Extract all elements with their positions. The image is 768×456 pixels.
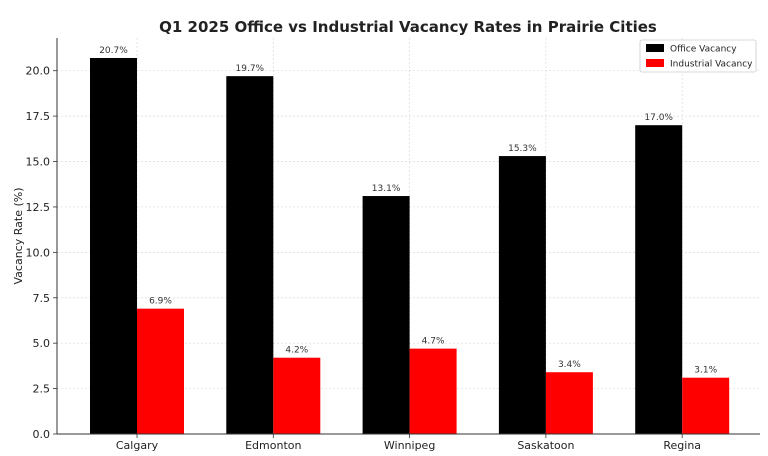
data-label: 3.4% bbox=[558, 360, 581, 370]
data-label: 13.1% bbox=[372, 184, 401, 194]
legend-swatch-industrial bbox=[646, 59, 664, 67]
data-label: 4.7% bbox=[422, 337, 445, 347]
x-tick-label: Winnipeg bbox=[384, 439, 435, 452]
y-tick-label: 5.0 bbox=[33, 337, 51, 350]
bar-industrial bbox=[545, 372, 593, 434]
bar-industrial bbox=[409, 348, 457, 434]
bar-industrial bbox=[682, 377, 730, 434]
y-tick-label: 17.5 bbox=[26, 110, 51, 123]
chart-title: Q1 2025 Office vs Industrial Vacancy Rat… bbox=[159, 18, 657, 36]
bars: 20.7% 19.7% 13.1% 15.3% 17.0% 6.9% 4.2% 4.7% 3.4… bbox=[90, 46, 730, 434]
y-tick-label: 0.0 bbox=[33, 428, 51, 441]
data-label: 3.1% bbox=[694, 366, 717, 376]
x-tick-label: Regina bbox=[663, 439, 701, 452]
x-tick-label: Calgary bbox=[116, 439, 159, 452]
y-tick-label: 15.0 bbox=[26, 156, 51, 169]
y-tick-label: 20.0 bbox=[26, 65, 51, 78]
data-label: 20.7% bbox=[99, 46, 128, 56]
x-tick-label: Saskatoon bbox=[517, 439, 574, 452]
legend: Office Vacancy Industrial Vacancy bbox=[639, 39, 757, 73]
y-tick-label: 12.5 bbox=[26, 201, 51, 214]
axes: 0.0 2.5 5.0 7.5 10.0 12.5 15.0 17.5 20.0 Calgary E… bbox=[26, 38, 760, 452]
bar-office bbox=[635, 125, 683, 434]
y-tick-label: 7.5 bbox=[33, 292, 51, 305]
data-label: 6.9% bbox=[149, 297, 172, 307]
y-tick-label: 2.5 bbox=[33, 383, 51, 396]
bar-industrial bbox=[137, 308, 184, 434]
bar-industrial bbox=[273, 357, 321, 434]
bar-office bbox=[362, 196, 410, 434]
data-label: 17.0% bbox=[644, 113, 673, 123]
data-label: 19.7% bbox=[236, 64, 265, 74]
y-tick-label: 10.0 bbox=[26, 246, 51, 259]
bar-office bbox=[226, 76, 274, 434]
data-label: 4.2% bbox=[285, 346, 308, 356]
bar-office bbox=[90, 57, 137, 434]
legend-label-office: Office Vacancy bbox=[670, 45, 737, 55]
legend-swatch-office bbox=[646, 44, 664, 52]
data-label: 15.3% bbox=[508, 144, 537, 154]
legend-box bbox=[639, 39, 757, 73]
legend-label-industrial: Industrial Vacancy bbox=[670, 60, 753, 70]
x-tick-label: Edmonton bbox=[245, 439, 301, 452]
bar-office bbox=[498, 156, 546, 434]
y-axis-label: Vacancy Rate (%) bbox=[12, 188, 25, 285]
